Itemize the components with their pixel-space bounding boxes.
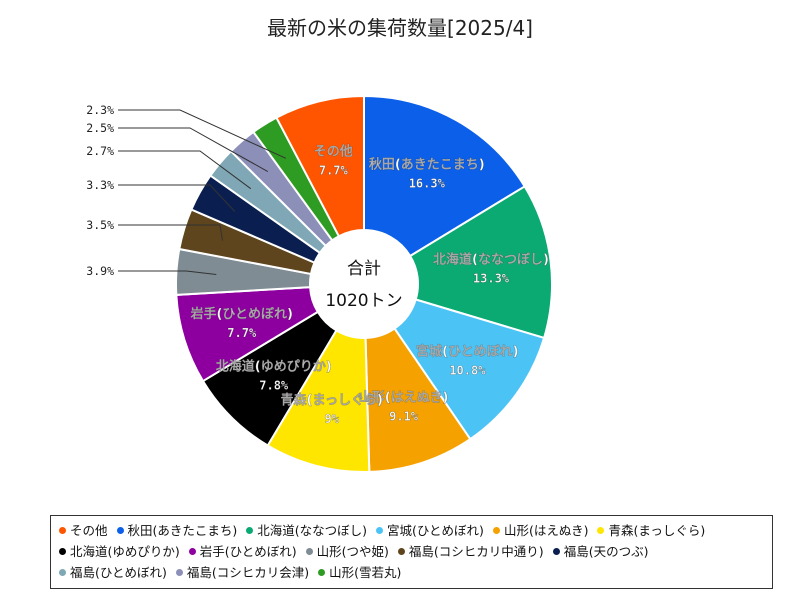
- pie-slice-1: [408, 185, 553, 340]
- chart-title: 最新の米の集荷数量[2025/4]: [267, 16, 533, 40]
- legend-item: 福島(コシヒカリ会津): [175, 562, 310, 583]
- leader-line-9: [118, 184, 236, 212]
- leader-line-10: [118, 150, 252, 190]
- legend-swatch: [246, 527, 254, 534]
- pie-slice-13: [275, 94, 365, 238]
- slice-label-value: 9%: [325, 412, 340, 426]
- slice-label-6: 岩手(ひとめぼれ) 7.7%: [189, 306, 293, 341]
- legend-label: 宮城(ひとめぼれ): [387, 523, 484, 538]
- slice-label-value: 9.1%: [389, 410, 419, 424]
- chart-legend: その他 秋田(あきたこまち) 北海道(ななつぼし) 宮城(ひとめぼれ) 山形(はえぬき)…: [50, 515, 773, 589]
- legend-item: 岩手(ひとめぼれ): [188, 541, 297, 562]
- slice-label-value: 16.3%: [409, 176, 446, 190]
- legend-item: 秋田(あきたこまち): [116, 520, 238, 541]
- leader-line-11: [118, 127, 269, 172]
- pie-slice-0: [363, 94, 527, 258]
- legend-item: 福島(コシヒカリ中通り): [397, 541, 544, 562]
- legend-label: その他: [70, 523, 108, 538]
- slice-label-value-8: 3.5%: [86, 218, 114, 232]
- legend-item: 山形(はえぬき): [492, 520, 589, 541]
- legend-item: 山形(つや姫): [305, 541, 389, 562]
- legend-swatch: [175, 569, 183, 576]
- legend-item: 青森(まっしぐら): [597, 520, 705, 541]
- legend-item: 北海道(ゆめぴりか): [59, 541, 180, 562]
- legend-item: 福島(天のつぶ): [552, 541, 649, 562]
- legend-swatch: [59, 527, 66, 534]
- legend-swatch: [552, 548, 560, 555]
- slice-label-1: 北海道(ななつぼし) 13.3%: [433, 251, 549, 286]
- slice-label-value: 7.7%: [227, 326, 257, 340]
- leader-line-7: [118, 270, 217, 275]
- legend-label: 北海道(ゆめぴりか): [70, 544, 180, 559]
- legend-label: 福島(天のつぶ): [563, 544, 649, 559]
- slice-label-value-9: 3.3%: [86, 178, 114, 192]
- center-label-top: 合計: [347, 259, 381, 279]
- slice-label-name: 秋田(あきたこまち): [369, 156, 485, 172]
- slice-label-4: 青森(まっしぐら) 9%: [280, 392, 383, 427]
- slice-label-value: 13.3%: [473, 272, 510, 286]
- legend-item: 宮城(ひとめぼれ): [376, 520, 484, 541]
- slice-label-value: 7.8%: [259, 379, 289, 393]
- legend-label: 岩手(ひとめぼれ): [199, 544, 297, 559]
- slice-label-name: 山形(はえぬき): [359, 390, 449, 406]
- legend-item: 山形(雪若丸): [318, 562, 401, 583]
- slice-label-value-7: 3.9%: [86, 264, 114, 278]
- legend-swatch: [59, 569, 66, 576]
- legend-label: 青森(まっしぐら): [608, 523, 706, 538]
- slice-label-3: 山形(はえぬき) 9.1%: [358, 389, 449, 424]
- legend-swatch: [59, 548, 66, 555]
- legend-label: 山形(雪若丸): [329, 565, 402, 580]
- center-label-bottom: 1020トン: [325, 291, 402, 311]
- slice-label-name: 宮城(ひとめぼれ): [416, 343, 519, 359]
- leader-line-8: [118, 224, 223, 241]
- legend-item: 福島(ひとめぼれ): [59, 562, 167, 583]
- slice-label-name: 北海道(ゆめぴりか): [216, 359, 332, 375]
- slice-label-name: 岩手(ひとめぼれ): [189, 306, 293, 322]
- legend-label: 福島(コシヒカリ会津): [186, 565, 310, 580]
- slice-label-name: 青森(まっしぐら): [281, 392, 383, 408]
- legend-swatch: [188, 548, 196, 555]
- slice-label-value-11: 2.5%: [86, 121, 114, 135]
- legend-swatch: [305, 548, 313, 555]
- slice-label-0: 秋田(あきたこまち) 16.3%: [369, 156, 485, 191]
- slice-label-13: その他 7.7%: [313, 143, 353, 178]
- legend-label: 秋田(あきたこまち): [127, 523, 238, 538]
- legend-swatch: [492, 527, 500, 534]
- legend-swatch: [597, 527, 605, 534]
- legend-label: 福島(コシヒカリ中通り): [408, 544, 544, 559]
- slice-label-value: 10.8%: [449, 363, 486, 377]
- legend-label: 福島(ひとめぼれ): [70, 565, 167, 580]
- legend-swatch: [318, 569, 326, 576]
- leader-line-12: [118, 109, 287, 159]
- slice-label-name: その他: [314, 144, 353, 160]
- pie-slice-4: [266, 329, 371, 473]
- slice-label-value-12: 2.3%: [86, 103, 114, 117]
- slice-label-5: 北海道(ゆめぴりか) 7.8%: [215, 358, 332, 393]
- legend-item: その他: [59, 520, 108, 541]
- slice-label-2: 宮城(ひとめぼれ) 10.8%: [416, 343, 519, 378]
- legend-label: 山形(はえぬき): [503, 523, 589, 538]
- pie-slice-2: [393, 298, 546, 441]
- legend-item: 北海道(ななつぼし): [246, 520, 367, 541]
- slice-label-value: 7.7%: [319, 164, 349, 178]
- legend-swatch: [116, 527, 124, 534]
- legend-label: 山形(つや姫): [316, 544, 389, 559]
- legend-label: 北海道(ななつぼし): [257, 523, 368, 538]
- legend-swatch: [376, 527, 384, 534]
- slice-label-value-10: 2.7%: [86, 144, 114, 158]
- slice-label-name: 北海道(ななつぼし): [433, 252, 549, 268]
- legend-swatch: [397, 548, 405, 555]
